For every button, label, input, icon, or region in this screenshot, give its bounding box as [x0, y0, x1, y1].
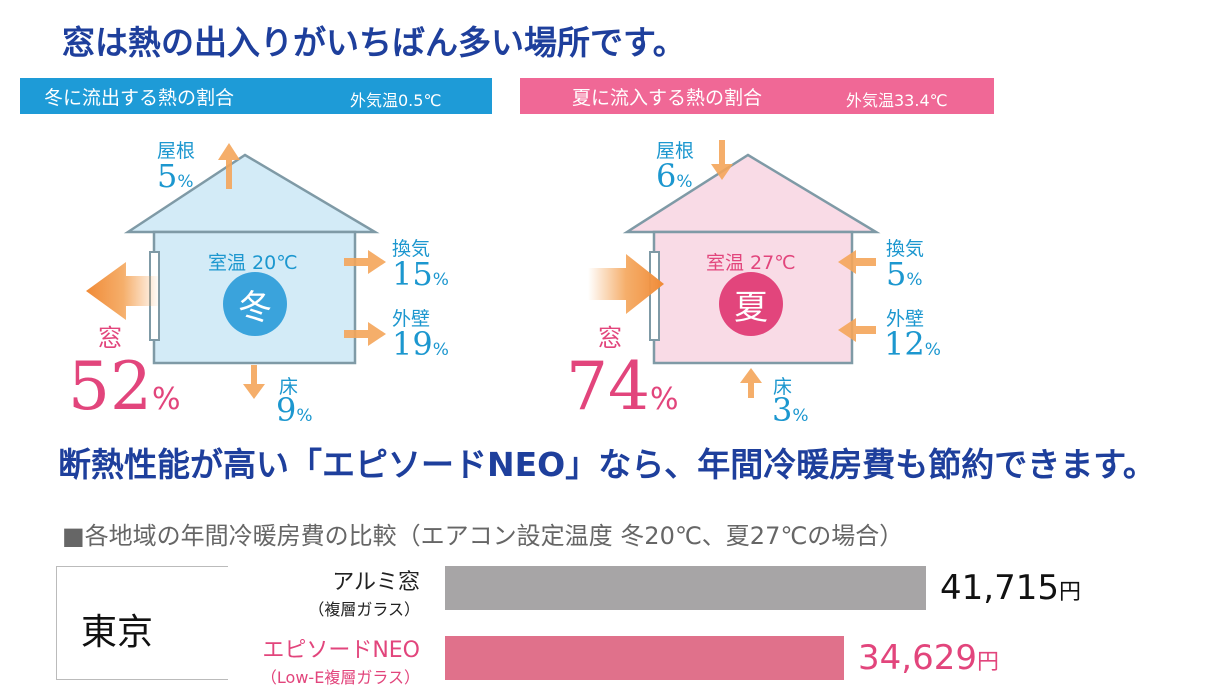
- aluminum-window-bar: [445, 566, 926, 610]
- winter-heat-arrows: [86, 143, 386, 399]
- summer-floor-label: 床: [773, 376, 793, 398]
- house-diagrams: [86, 140, 881, 399]
- winter-window-arrow: [86, 262, 160, 320]
- summer-window-value: 74%: [566, 348, 679, 425]
- aluminum-window-name: アルミ窓: [332, 570, 420, 595]
- winter-banner-title: 冬に流出する熱の割合: [44, 86, 235, 109]
- summer-outdoor-temp: 外気温33.4℃: [846, 91, 948, 110]
- winter-floor-arrow: [243, 365, 265, 399]
- summer-wall-value: 12%: [884, 325, 941, 363]
- city-name: 東京: [81, 612, 154, 653]
- summer-window-label: 窓: [598, 324, 622, 352]
- city-box: 東京: [56, 566, 228, 680]
- aluminum-window-sub: （複層ガラス）: [308, 600, 420, 619]
- episode-neo-cost: 34,629円: [858, 638, 999, 678]
- winter-season-badge: 冬: [223, 272, 287, 336]
- winter-floor-value: 9%: [276, 391, 313, 429]
- winter-room-temp: 室温 20℃: [208, 252, 298, 274]
- winter-outdoor-temp: 外気温0.5℃: [350, 91, 442, 110]
- winter-vent-arrow: [344, 250, 386, 274]
- winter-window-label: 窓: [98, 324, 122, 352]
- winter-wall-arrow: [344, 322, 386, 346]
- summer-roof-arrow: [711, 140, 733, 180]
- winter-wall-label: 外壁: [392, 308, 431, 330]
- summer-floor-value: 3%: [772, 391, 809, 429]
- winter-wall-value: 19%: [392, 325, 449, 363]
- summer-heat-arrows: [588, 140, 876, 398]
- comparison-title: ■各地域の年間冷暖房費の比較（エアコン設定温度 冬20℃、夏27℃の場合）: [62, 522, 904, 550]
- winter-roof-label: 屋根: [157, 140, 196, 162]
- summer-vent-label: 換気: [886, 238, 925, 260]
- winter-floor-label: 床: [279, 376, 299, 398]
- summer-roof-value: 6%: [656, 157, 693, 195]
- summer-banner-title: 夏に流入する熱の割合: [572, 86, 763, 109]
- savings-headline: 断熱性能が高い「エピソードNEO」なら、年間冷暖房費も節約できます。: [58, 445, 1156, 484]
- main-headline: 窓は熱の出入りがいちばん多い場所です。: [62, 23, 686, 62]
- summer-wall-label: 外壁: [886, 308, 925, 330]
- episode-neo-bar: [445, 636, 844, 680]
- summer-banner: 夏に流入する熱の割合 外気温33.4℃: [520, 78, 994, 114]
- summer-roof-label: 屋根: [656, 140, 695, 162]
- winter-roof-value: 5%: [157, 157, 194, 195]
- summer-room-temp: 室温 27℃: [706, 252, 796, 274]
- episode-neo-name: エピソードNEO: [262, 638, 420, 663]
- aluminum-window-cost: 41,715円: [940, 568, 1081, 608]
- summer-wall-arrow: [838, 318, 876, 342]
- summer-vent-value: 5%: [886, 255, 923, 293]
- episode-neo-sub: （Low-E複層ガラス）: [260, 668, 420, 687]
- winter-window-value: 52%: [68, 348, 181, 425]
- summer-vent-arrow: [838, 250, 876, 274]
- winter-vent-label: 換気: [392, 238, 431, 260]
- episode-neo-label: エピソードNEO （Low-E複層ガラス）: [261, 632, 420, 688]
- winter-vent-value: 15%: [392, 255, 449, 293]
- winter-banner: 冬に流出する熱の割合 外気温0.5℃: [20, 78, 492, 114]
- summer-season-badge: 夏: [719, 272, 783, 336]
- aluminum-window-label: アルミ窓 （複層ガラス）: [308, 564, 420, 620]
- winter-roof-arrow: [218, 143, 240, 189]
- summer-floor-arrow: [740, 368, 762, 398]
- summer-window-arrow: [588, 254, 664, 314]
